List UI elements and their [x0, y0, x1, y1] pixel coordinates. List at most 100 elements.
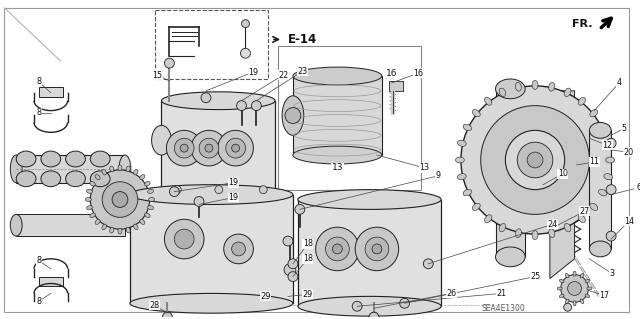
- Circle shape: [316, 227, 359, 271]
- Text: 26: 26: [446, 289, 456, 298]
- Circle shape: [191, 130, 227, 166]
- Ellipse shape: [589, 241, 611, 257]
- Ellipse shape: [472, 109, 480, 117]
- Ellipse shape: [119, 155, 131, 183]
- Ellipse shape: [495, 247, 525, 267]
- Ellipse shape: [140, 174, 145, 180]
- Circle shape: [481, 106, 589, 214]
- Circle shape: [241, 20, 250, 27]
- Circle shape: [205, 144, 213, 152]
- Text: 21: 21: [497, 289, 506, 298]
- Ellipse shape: [145, 182, 150, 186]
- Ellipse shape: [130, 185, 293, 204]
- Circle shape: [170, 187, 179, 197]
- Text: 9: 9: [436, 171, 441, 180]
- Text: 22: 22: [278, 70, 288, 79]
- Text: 20: 20: [624, 148, 634, 157]
- Circle shape: [226, 138, 246, 158]
- Ellipse shape: [585, 294, 589, 298]
- Ellipse shape: [90, 182, 95, 186]
- Ellipse shape: [282, 96, 304, 135]
- Ellipse shape: [161, 92, 275, 110]
- Circle shape: [606, 185, 616, 195]
- Text: 24: 24: [548, 220, 558, 229]
- Ellipse shape: [580, 299, 584, 304]
- Circle shape: [355, 227, 399, 271]
- Ellipse shape: [472, 203, 480, 211]
- Ellipse shape: [148, 189, 154, 193]
- Ellipse shape: [130, 293, 293, 313]
- Circle shape: [166, 130, 202, 166]
- Text: 6: 6: [636, 183, 640, 192]
- Text: 12: 12: [602, 141, 612, 150]
- Circle shape: [90, 170, 150, 229]
- Circle shape: [564, 303, 572, 311]
- Ellipse shape: [565, 273, 569, 278]
- Circle shape: [288, 272, 298, 282]
- Ellipse shape: [580, 273, 584, 278]
- Ellipse shape: [559, 279, 564, 283]
- Bar: [16, 214, 125, 236]
- Ellipse shape: [90, 213, 95, 218]
- Text: 29: 29: [303, 290, 313, 299]
- Circle shape: [259, 186, 268, 194]
- Ellipse shape: [590, 109, 598, 117]
- Ellipse shape: [579, 97, 586, 105]
- Circle shape: [606, 138, 616, 148]
- Circle shape: [352, 301, 362, 311]
- Ellipse shape: [41, 171, 61, 187]
- Text: 11: 11: [589, 158, 599, 167]
- Ellipse shape: [499, 88, 506, 97]
- Ellipse shape: [573, 271, 576, 276]
- Circle shape: [285, 108, 301, 123]
- Bar: [130, 195, 293, 303]
- Ellipse shape: [148, 206, 154, 210]
- Bar: [39, 277, 63, 286]
- Ellipse shape: [604, 174, 612, 180]
- Circle shape: [295, 204, 305, 214]
- Circle shape: [283, 236, 293, 246]
- Ellipse shape: [590, 203, 598, 211]
- Text: 13: 13: [332, 163, 343, 172]
- Text: 18: 18: [303, 254, 313, 263]
- Circle shape: [102, 182, 138, 217]
- Circle shape: [237, 101, 246, 111]
- Bar: [39, 87, 63, 97]
- Ellipse shape: [109, 166, 114, 172]
- Circle shape: [372, 244, 382, 254]
- Ellipse shape: [95, 174, 100, 180]
- Ellipse shape: [532, 80, 538, 89]
- Ellipse shape: [66, 151, 85, 167]
- Text: 8: 8: [36, 78, 42, 86]
- Circle shape: [174, 138, 194, 158]
- Ellipse shape: [463, 124, 472, 131]
- Ellipse shape: [126, 227, 130, 233]
- Text: 27: 27: [579, 207, 589, 216]
- Circle shape: [164, 58, 174, 68]
- Ellipse shape: [564, 223, 571, 232]
- Ellipse shape: [564, 88, 571, 97]
- Circle shape: [568, 282, 582, 295]
- Ellipse shape: [573, 301, 576, 306]
- Ellipse shape: [548, 82, 555, 91]
- Ellipse shape: [557, 287, 562, 290]
- Circle shape: [173, 186, 181, 194]
- Text: SEA4E1300: SEA4E1300: [481, 304, 525, 313]
- Ellipse shape: [559, 294, 564, 298]
- Ellipse shape: [579, 215, 586, 223]
- Ellipse shape: [458, 174, 466, 180]
- Circle shape: [326, 237, 349, 261]
- Circle shape: [252, 101, 261, 111]
- Circle shape: [284, 264, 296, 276]
- Ellipse shape: [495, 79, 525, 99]
- Text: 8: 8: [36, 297, 42, 306]
- Text: 17: 17: [599, 291, 609, 300]
- Text: 8: 8: [36, 108, 42, 117]
- Ellipse shape: [86, 206, 92, 210]
- Circle shape: [399, 298, 410, 308]
- Text: 16: 16: [386, 69, 397, 78]
- Circle shape: [332, 244, 342, 254]
- Text: 19: 19: [248, 68, 259, 77]
- Bar: [278, 46, 421, 189]
- Circle shape: [224, 234, 253, 264]
